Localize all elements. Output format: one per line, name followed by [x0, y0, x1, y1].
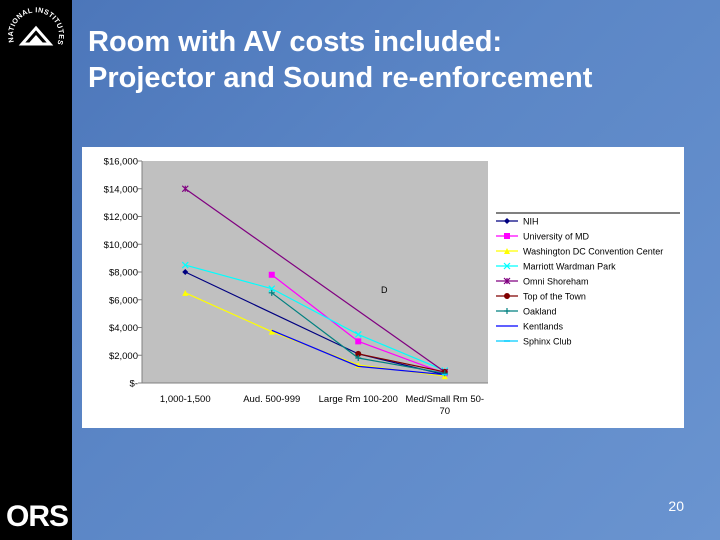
title-line-2: Projector and Sound re-enforcement [88, 62, 593, 94]
legend-marker [504, 248, 510, 254]
y-tick-label: $8,000 [109, 268, 138, 279]
series-line [358, 353, 445, 373]
slide-title: Room with AV costs included: Projector a… [88, 24, 708, 96]
legend-marker [504, 218, 510, 224]
sidebar: NATIONAL INSTITUTES OF HEALTH ORS [0, 0, 72, 540]
data-point [355, 355, 362, 362]
legend-marker [504, 293, 510, 299]
y-tick-label: $16,000 [104, 157, 138, 168]
chart-panel: $- $2,000 $4,000 $6,000 $8,000 $10,000 $12,000… [82, 147, 684, 428]
legend-marker [503, 277, 511, 285]
series-line [184, 188, 446, 373]
data-point [182, 269, 189, 275]
ors-logo: ORS [6, 500, 69, 533]
legend-entry: Top of the Town [523, 292, 586, 302]
legend-entry: Oakland [523, 307, 557, 317]
plot-area [142, 161, 488, 383]
x-tick-label: 1,000-1,500 [160, 394, 211, 405]
title-line-1: Room with AV costs included: [88, 26, 503, 58]
nih-seal-logo: NATIONAL INSTITUTES OF HEALTH [4, 4, 66, 46]
data-point [181, 261, 189, 269]
y-tick-label: $4,000 [109, 323, 138, 334]
legend-entry: University of MD [523, 232, 590, 242]
legend-entry: Marriott Wardman Park [523, 262, 616, 272]
data-point [182, 289, 189, 296]
legend-marker [504, 233, 510, 239]
chart-annotation: D [381, 285, 388, 295]
data-point [268, 271, 275, 278]
data-point [355, 338, 362, 345]
line-chart: $- $2,000 $4,000 $6,000 $8,000 $10,000 $12,000… [104, 157, 680, 417]
y-tick-label: $14,000 [104, 184, 138, 195]
y-tick-label: $10,000 [104, 240, 138, 251]
legend-entry: Washington DC Convention Center [523, 247, 663, 257]
legend-entry: Omni Shoreham [523, 277, 589, 287]
legend-marker [503, 262, 511, 270]
data-point [268, 285, 276, 293]
y-tick-label: $12,000 [104, 212, 138, 223]
y-tick-label: $2,000 [109, 351, 138, 362]
legend-entry: Kentlands [523, 322, 564, 332]
x-tick-label: Aud. 500-999 [243, 394, 300, 405]
x-tick-label: Med/Small Rm 50- [405, 394, 484, 405]
x-tick-label: Large Rm 100-200 [319, 394, 398, 405]
legend-entry: Sphinx Club [523, 337, 572, 347]
data-point [268, 328, 275, 335]
data-point [181, 185, 189, 193]
data-point [268, 289, 275, 296]
series-line [185, 264, 445, 372]
y-tick-label: $- [130, 379, 138, 390]
x-tick-label: 70 [439, 406, 450, 417]
y-tick-label: $6,000 [109, 295, 138, 306]
series-line [271, 329, 445, 376]
legend-marker [504, 308, 510, 314]
data-point [355, 350, 362, 357]
page-number: 20 [668, 498, 684, 514]
legend-entry: NIH [523, 217, 539, 227]
data-point [354, 331, 362, 338]
